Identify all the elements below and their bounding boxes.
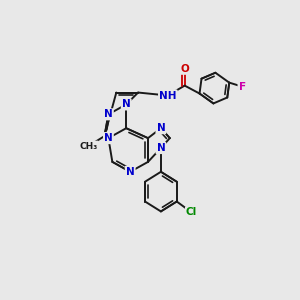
Text: N: N bbox=[104, 133, 113, 143]
Text: F: F bbox=[238, 82, 246, 92]
Text: NH: NH bbox=[159, 91, 177, 100]
Text: Cl: Cl bbox=[186, 207, 197, 218]
Text: N: N bbox=[104, 109, 113, 119]
Text: N: N bbox=[126, 167, 135, 177]
Text: O: O bbox=[180, 64, 189, 74]
Text: CH₃: CH₃ bbox=[80, 142, 98, 151]
Text: N: N bbox=[122, 99, 130, 110]
Text: N: N bbox=[157, 143, 165, 153]
Text: N: N bbox=[157, 123, 165, 133]
